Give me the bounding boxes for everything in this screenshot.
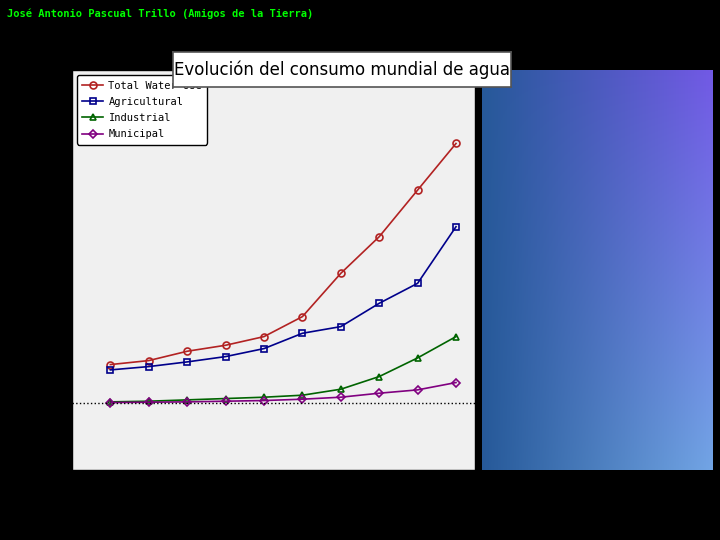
- Agricultural: [413, 280, 422, 287]
- Agricultural: [106, 367, 114, 373]
- Municipal: [375, 390, 384, 396]
- Total Water Use: [451, 140, 460, 147]
- Agricultural: [260, 346, 269, 352]
- Municipal: [336, 394, 345, 401]
- Agricultural: [221, 353, 230, 360]
- Line: Agricultural: Agricultural: [107, 223, 459, 373]
- Municipal: [106, 399, 114, 406]
- Total Water Use: [413, 187, 422, 193]
- Total Water Use: [221, 342, 230, 348]
- Total Water Use: [260, 333, 269, 340]
- Municipal: [413, 387, 422, 393]
- Municipal: [145, 399, 153, 406]
- Municipal: [183, 399, 192, 405]
- Municipal: [451, 379, 460, 386]
- Line: Total Water Use: Total Water Use: [107, 140, 459, 368]
- Text: Evolución del consumo mundial de agua: Evolución del consumo mundial de agua: [174, 60, 510, 79]
- Industrial: [221, 395, 230, 402]
- Agricultural: [298, 330, 307, 336]
- Total Water Use: [183, 348, 192, 354]
- Municipal: [298, 396, 307, 402]
- Agricultural: [145, 363, 153, 370]
- Industrial: [183, 396, 192, 403]
- Industrial: [260, 394, 269, 401]
- Industrial: [451, 333, 460, 340]
- Line: Industrial: Industrial: [107, 333, 459, 406]
- Municipal: [221, 398, 230, 404]
- Total Water Use: [375, 233, 384, 240]
- Legend: Total Water Use, Agricultural, Industrial, Municipal: Total Water Use, Agricultural, Industria…: [77, 76, 207, 145]
- Text: José Antonio Pascual Trillo (Amigos de la Tierra): José Antonio Pascual Trillo (Amigos de l…: [7, 8, 313, 18]
- Industrial: [145, 398, 153, 404]
- Municipal: [260, 397, 269, 404]
- Agricultural: [375, 300, 384, 307]
- Agricultural: [451, 224, 460, 230]
- Total Water Use: [145, 357, 153, 364]
- Agricultural: [336, 323, 345, 330]
- Industrial: [336, 386, 345, 393]
- Y-axis label: Water Use (cubic km.): Water Use (cubic km.): [15, 199, 24, 341]
- Industrial: [106, 399, 114, 405]
- Total Water Use: [336, 270, 345, 276]
- Total Water Use: [106, 361, 114, 368]
- Agricultural: [183, 359, 192, 365]
- Industrial: [413, 355, 422, 361]
- X-axis label: Year: Year: [258, 496, 289, 509]
- Industrial: [375, 373, 384, 380]
- Total Water Use: [298, 313, 307, 320]
- Title: World Water Use 1900 - 1990: World Water Use 1900 - 1990: [161, 52, 387, 66]
- Line: Municipal: Municipal: [107, 380, 459, 406]
- Industrial: [298, 392, 307, 399]
